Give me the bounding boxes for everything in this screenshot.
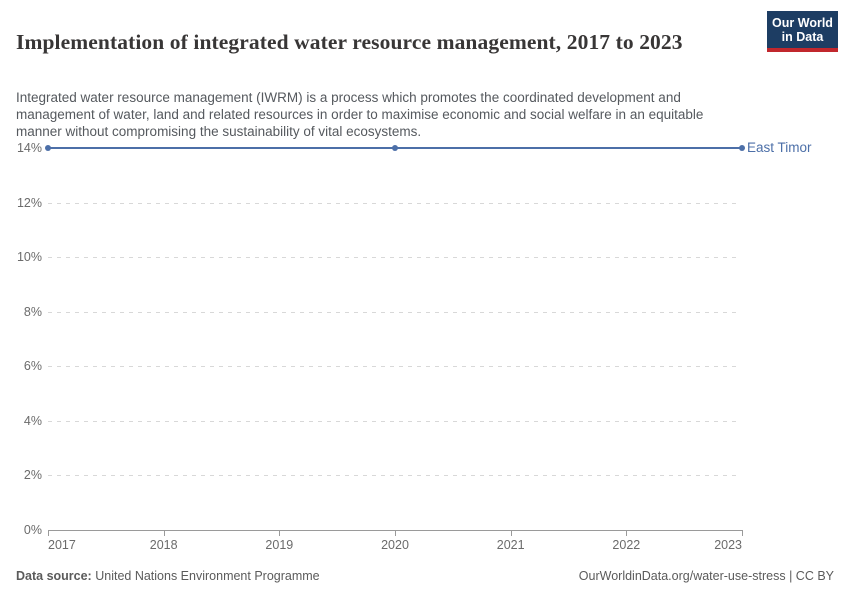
- x-axis-tick: [163, 530, 165, 536]
- chart-footer: OurWorldinData.org/water-use-stress | CC…: [16, 568, 834, 584]
- x-tick-label: 2021: [496, 538, 525, 552]
- footer-license-link[interactable]: CC BY: [795, 569, 834, 583]
- y-tick-label: 12%: [16, 195, 42, 210]
- owid-logo[interactable]: Our World in Data: [767, 11, 838, 52]
- gridline: [48, 202, 738, 204]
- footer-right: OurWorldinData.org/water-use-stress | CC…: [579, 568, 834, 584]
- x-axis-tick: [510, 530, 512, 536]
- y-tick-label: 2%: [23, 468, 42, 483]
- gridline: [48, 366, 738, 368]
- series-label[interactable]: East Timor: [747, 140, 812, 155]
- owid-logo-line1: Our World: [772, 16, 833, 30]
- x-axis-tick: [48, 530, 49, 536]
- footer-url-link[interactable]: OurWorldinData.org/water-use-stress: [578, 569, 786, 583]
- data-point-marker[interactable]: [392, 145, 398, 151]
- chart-subtitle: Integrated water resource management (IW…: [16, 89, 704, 139]
- x-axis-tick: [279, 530, 281, 536]
- datasource-value: United Nations Environment Programme: [95, 569, 320, 583]
- x-axis-tick: [742, 530, 743, 536]
- gridline: [48, 475, 738, 477]
- x-tick-label: 2019: [265, 538, 294, 552]
- x-axis-tick: [395, 530, 396, 536]
- datasource-label: Data source:: [16, 569, 92, 583]
- x-tick-label: 2022: [612, 538, 641, 552]
- y-tick-label: 14%: [16, 141, 42, 155]
- gridline: [48, 257, 738, 259]
- x-axis-tick: [626, 530, 628, 536]
- x-tick-label: 2023: [714, 538, 742, 552]
- x-tick-label: 2020: [381, 538, 409, 552]
- x-tick-label: 2017: [48, 538, 76, 552]
- x-tick-label: 2018: [149, 538, 178, 552]
- data-point-marker[interactable]: [45, 145, 51, 151]
- footer-separator: |: [789, 569, 793, 583]
- chart-title: Implementation of integrated water resou…: [16, 30, 683, 55]
- data-point-marker[interactable]: [739, 145, 745, 151]
- y-tick-label: 6%: [23, 359, 42, 374]
- y-tick-label: 10%: [16, 250, 42, 265]
- y-tick-label: 0%: [23, 523, 42, 537]
- owid-logo-line2: in Data: [781, 30, 824, 44]
- gridline: [48, 311, 738, 313]
- gridline: [48, 420, 738, 422]
- y-tick-label: 4%: [23, 413, 42, 428]
- y-tick-label: 8%: [23, 304, 42, 319]
